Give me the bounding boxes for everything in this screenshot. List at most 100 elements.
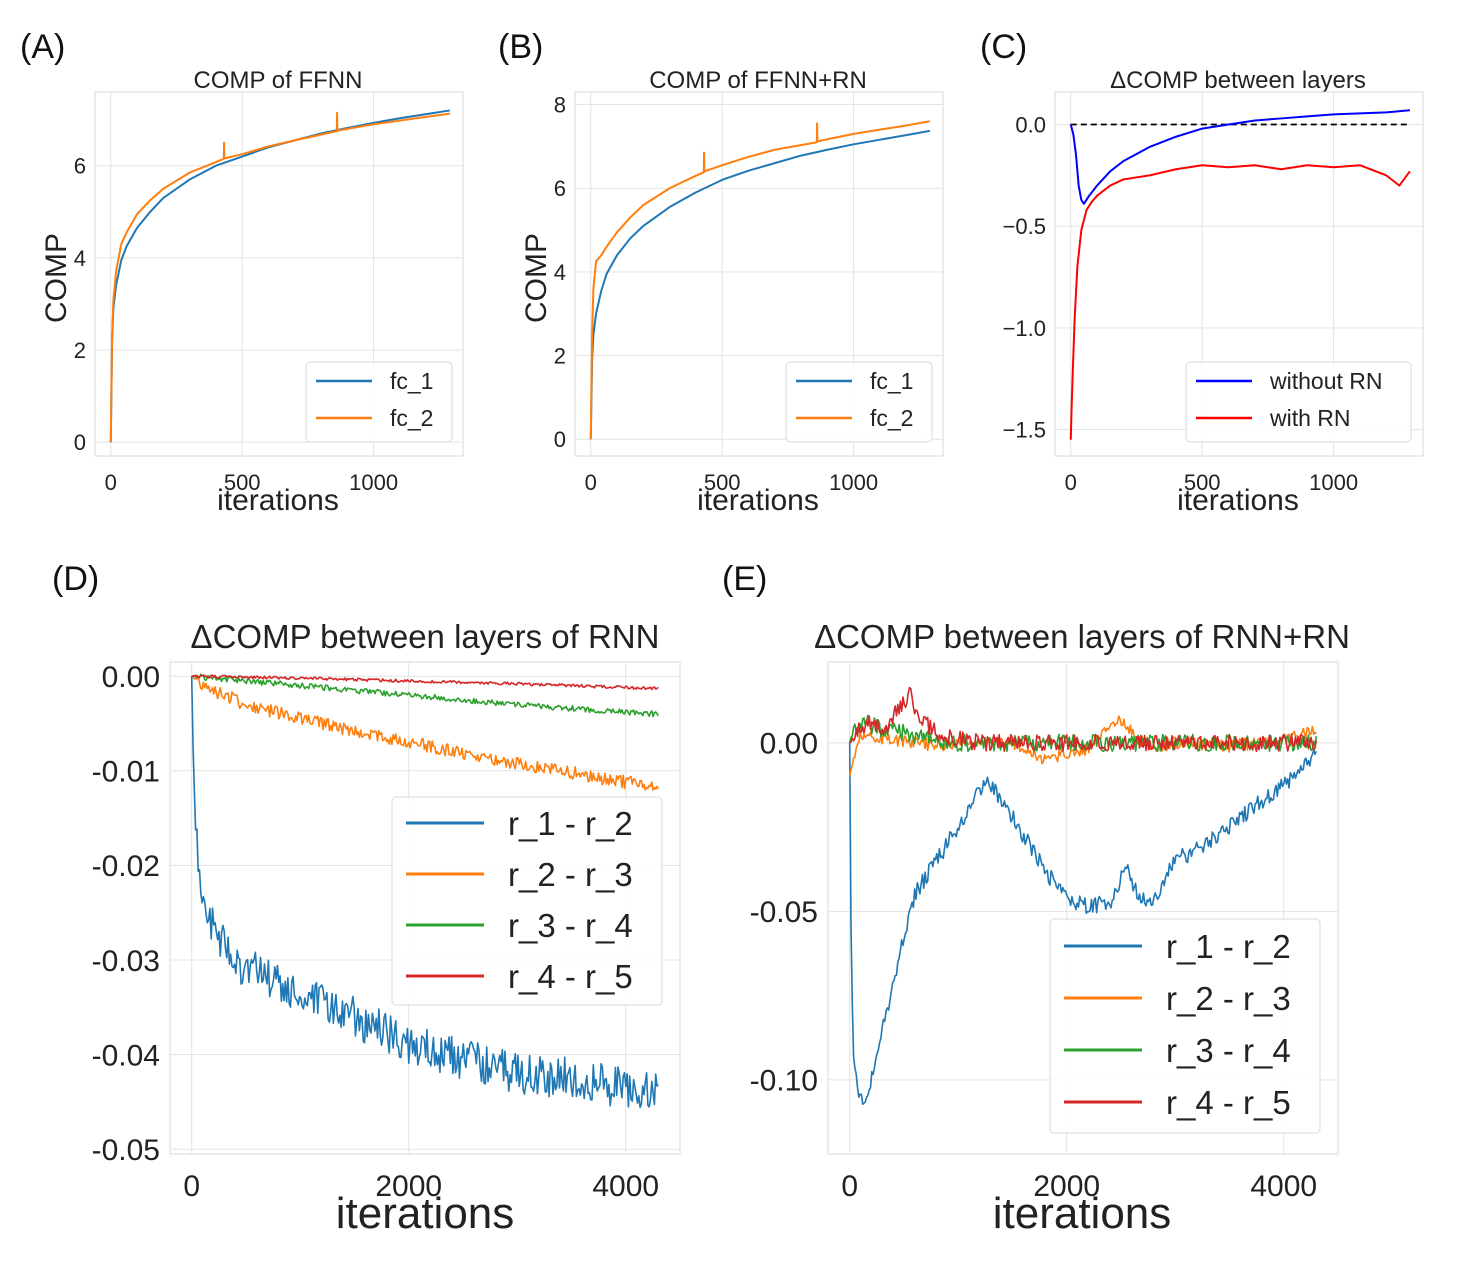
series-lines-a xyxy=(109,109,451,443)
series-lines-d xyxy=(190,673,660,1109)
y-tick-label-a-1: 2 xyxy=(74,338,86,363)
series-line-e-0 xyxy=(848,742,1318,1106)
legend-e: r_1 - r_2 r_2 - r_3 r_3 - r_4 r_4 - r_5 xyxy=(1049,918,1321,1134)
legend-label-a-1: fc_2 xyxy=(390,405,433,431)
chart-title-e: ΔCOMP between layers of RNN+RN xyxy=(814,618,1350,655)
legend-label-e-3: r_4 - r_5 xyxy=(1166,1084,1291,1121)
series-line-d-1 xyxy=(191,675,660,792)
ticks-b: 0 500 1000 0 2 4 6 8 xyxy=(554,92,878,495)
y-axis-label-a: COMP xyxy=(40,233,73,323)
y-tick-label-a-0: 0 xyxy=(74,430,86,455)
legend-label-e-0: r_1 - r_2 xyxy=(1166,928,1291,965)
legend-label-a-0: fc_1 xyxy=(390,368,433,394)
panel-label-c: (C) xyxy=(980,28,1027,66)
x-axis-label-e: iterations xyxy=(993,1189,1172,1238)
x-tick-label-c-2: 1000 xyxy=(1309,470,1358,495)
y-tick-label-b-4: 8 xyxy=(554,92,566,117)
ticks-d: 0 2000 4000 0.00 -0.01 -0.02 -0.03 -0.04 -0.05 xyxy=(92,661,660,1203)
y-tick-label-a-3: 6 xyxy=(74,154,86,179)
y-tick-label-d-0: 0.00 xyxy=(102,661,160,694)
legend-label-d-2: r_3 - r_4 xyxy=(508,907,633,944)
legend-a: fc_1 fc_2 xyxy=(305,361,453,443)
x-tick-label-d-1: 2000 xyxy=(375,1170,442,1203)
x-tick-label-a-0: 0 xyxy=(105,470,117,495)
x-tick-label-b-2: 1000 xyxy=(829,470,878,495)
series-lines-c xyxy=(1069,109,1411,440)
ticks-e: 0 2000 4000 0.00 -0.05 -0.10 xyxy=(750,728,1318,1203)
x-tick-label-e-1: 2000 xyxy=(1033,1170,1100,1203)
x-tick-label-b-1: 500 xyxy=(704,470,741,495)
series-line-b-1 xyxy=(589,120,931,440)
x-axis-label-c: iterations xyxy=(1177,484,1299,517)
series-line-d-0 xyxy=(190,676,659,1109)
series-line-e-3 xyxy=(849,686,1318,753)
legend-label-c-0: without RN xyxy=(1269,368,1382,394)
y-tick-label-b-2: 4 xyxy=(554,260,566,285)
panel-c: (C) ΔCOMP between layers 0 500 1000 0.0 −0.5… xyxy=(980,28,1424,517)
y-tick-label-c-0: 0.0 xyxy=(1015,112,1046,137)
y-tick-label-d-5: -0.05 xyxy=(92,1134,160,1167)
series-line-c-1 xyxy=(1069,164,1411,440)
y-tick-label-b-1: 2 xyxy=(554,344,566,369)
panel-e: (E) ΔCOMP between layers of RNN+RN 0 2000… xyxy=(722,560,1350,1238)
series-line-a-0 xyxy=(109,109,451,443)
ticks-a: 0 500 1000 0 2 4 6 xyxy=(74,154,398,495)
legend-d: r_1 - r_2 r_2 - r_3 r_3 - r_4 r_4 - r_5 xyxy=(391,796,663,1006)
y-tick-label-a-2: 4 xyxy=(74,246,86,271)
y-tick-label-c-3: −1.5 xyxy=(1003,417,1046,442)
panel-label-b: (B) xyxy=(498,28,543,66)
chart-title-a: COMP of FFNN xyxy=(194,67,363,94)
y-tick-label-d-3: -0.03 xyxy=(92,945,160,978)
legend-label-b-0: fc_1 xyxy=(870,368,913,394)
series-lines-b xyxy=(589,120,931,440)
series-lines-e xyxy=(848,686,1318,1106)
x-tick-label-a-2: 1000 xyxy=(349,470,398,495)
x-tick-label-c-1: 500 xyxy=(1184,470,1221,495)
panel-d: (D) ΔCOMP between layers of RNN 0 2000 400… xyxy=(52,560,681,1238)
panel-a: (A) COMP of FFNN 0 500 1000 0 2 4 6 iterations… xyxy=(20,28,464,517)
legend-label-e-2: r_3 - r_4 xyxy=(1166,1032,1291,1069)
legend-label-d-0: r_1 - r_2 xyxy=(508,805,633,842)
legend-box-e xyxy=(1049,918,1321,1134)
ticks-c: 0 500 1000 0.0 −0.5 −1.0 −1.5 xyxy=(1003,112,1359,495)
x-axis-label-b: iterations xyxy=(697,484,819,517)
legend-c: without RN with RN xyxy=(1185,361,1412,443)
x-tick-label-e-0: 0 xyxy=(841,1170,858,1203)
x-tick-label-e-2: 4000 xyxy=(1250,1170,1317,1203)
x-tick-label-d-0: 0 xyxy=(183,1170,200,1203)
y-tick-label-b-3: 6 xyxy=(554,176,566,201)
y-tick-label-e-0: 0.00 xyxy=(760,728,818,761)
chart-title-b: COMP of FFNN+RN xyxy=(649,67,867,94)
legend-label-e-1: r_2 - r_3 xyxy=(1166,980,1291,1017)
legend-label-d-3: r_4 - r_5 xyxy=(508,958,633,995)
chart-title-c: ΔCOMP between layers xyxy=(1110,67,1366,94)
y-tick-label-c-1: −0.5 xyxy=(1003,214,1046,239)
series-line-a-1 xyxy=(109,111,450,443)
y-tick-label-d-2: -0.02 xyxy=(92,850,160,883)
x-tick-label-a-1: 500 xyxy=(224,470,261,495)
series-line-d-3 xyxy=(191,674,659,691)
x-tick-label-c-0: 0 xyxy=(1065,470,1077,495)
series-line-b-0 xyxy=(589,129,931,440)
y-tick-label-d-4: -0.04 xyxy=(92,1039,160,1072)
chart-title-d: ΔCOMP between layers of RNN xyxy=(191,618,660,655)
x-tick-label-b-0: 0 xyxy=(585,470,597,495)
legend-b: fc_1 fc_2 xyxy=(785,361,933,443)
panel-label-d: (D) xyxy=(52,560,99,598)
y-tick-label-c-2: −1.0 xyxy=(1003,316,1046,341)
y-tick-label-e-1: -0.05 xyxy=(750,896,818,929)
y-tick-label-d-1: -0.01 xyxy=(92,756,160,789)
legend-label-b-1: fc_2 xyxy=(870,405,913,431)
series-line-d-2 xyxy=(191,673,659,718)
x-axis-label-d: iterations xyxy=(336,1189,515,1238)
y-tick-label-e-2: -0.10 xyxy=(750,1065,818,1098)
y-tick-label-b-0: 0 xyxy=(554,427,566,452)
panel-label-a: (A) xyxy=(20,28,65,66)
panel-b: (B) COMP of FFNN+RN 0 500 1000 0 2 4 6 8 iterat… xyxy=(498,28,944,517)
x-axis-label-a: iterations xyxy=(217,484,339,517)
legend-label-c-1: with RN xyxy=(1269,405,1351,431)
panel-label-e: (E) xyxy=(722,560,767,598)
legend-box-d xyxy=(391,796,663,1006)
y-axis-label-b: COMP xyxy=(520,233,553,323)
